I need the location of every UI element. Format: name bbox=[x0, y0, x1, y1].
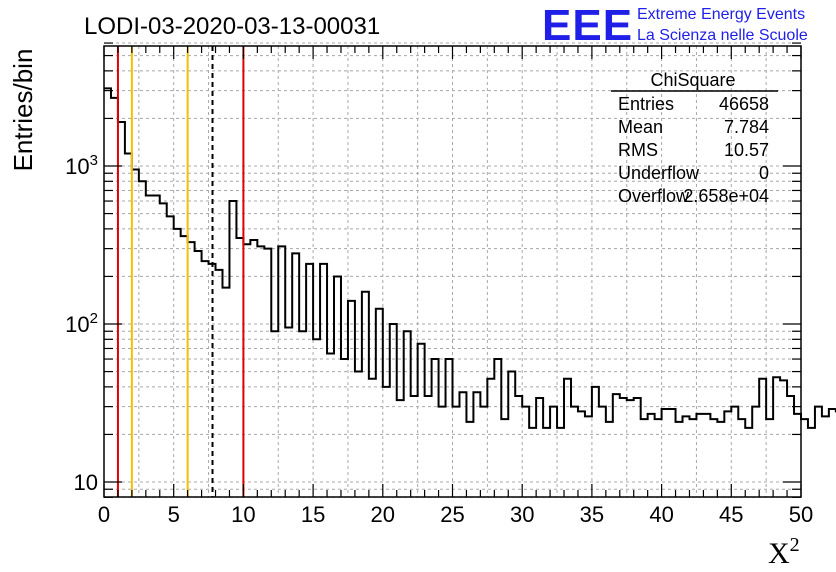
x-tick-label: 45 bbox=[719, 502, 743, 527]
y-tick-labels: 10 102 103 bbox=[65, 152, 98, 495]
stat-label: RMS bbox=[618, 140, 658, 160]
logo-mark: EEE bbox=[542, 1, 633, 50]
x-axis-label-sup: 2 bbox=[790, 534, 800, 556]
x-tick-label: 40 bbox=[649, 502, 673, 527]
chart-title: LODI-03-2020-03-13-00031 bbox=[84, 13, 380, 40]
logo-line2: La Scienza nelle Scuole bbox=[637, 27, 808, 44]
stats-title: ChiSquare bbox=[650, 70, 735, 90]
stat-label: Entries bbox=[618, 94, 674, 114]
y-tick-label: 102 bbox=[65, 310, 98, 337]
x-tick-labels: 0 5 10 15 20 25 30 35 40 45 50 bbox=[98, 502, 813, 527]
stat-label: Overflow bbox=[618, 186, 690, 206]
x-axis-label: X2 bbox=[768, 534, 800, 570]
x-tick-label: 10 bbox=[231, 502, 255, 527]
stat-value: 0 bbox=[759, 163, 769, 183]
stat-label: Underflow bbox=[618, 163, 700, 183]
x-tick-label: 35 bbox=[580, 502, 604, 527]
x-tick-label: 50 bbox=[789, 502, 813, 527]
stat-value: 7.784 bbox=[724, 117, 769, 137]
x-tick-label: 20 bbox=[371, 502, 395, 527]
x-tick-label: 30 bbox=[510, 502, 534, 527]
stat-label: Mean bbox=[618, 117, 663, 137]
stat-value: 2.658e+04 bbox=[683, 186, 769, 206]
axis-ticks bbox=[103, 42, 802, 498]
stat-value: 10.57 bbox=[724, 140, 769, 160]
x-axis-label-base: X bbox=[768, 537, 790, 570]
stats-box: ChiSquare Entries 46658 Mean 7.784 RMS 10.57 U… bbox=[611, 70, 778, 206]
stats-rows: Entries 46658 Mean 7.784 RMS 10.57 Underflow 0 O… bbox=[618, 94, 769, 206]
x-tick-label: 0 bbox=[98, 502, 110, 527]
y-axis-label: Entries/bin bbox=[8, 49, 38, 172]
y-tick-label: 10 bbox=[74, 470, 98, 495]
reference-lines bbox=[116, 46, 245, 497]
y-tick-label: 103 bbox=[65, 152, 98, 179]
stat-value: 46658 bbox=[719, 94, 769, 114]
logo-line1: Extreme Energy Events bbox=[637, 6, 805, 23]
x-tick-label: 25 bbox=[440, 502, 464, 527]
eee-logo: EEE Extreme Energy Events La Scienza nel… bbox=[542, 1, 808, 50]
grid-lines bbox=[104, 42, 801, 498]
x-tick-label: 5 bbox=[168, 502, 180, 527]
x-tick-label: 15 bbox=[301, 502, 325, 527]
